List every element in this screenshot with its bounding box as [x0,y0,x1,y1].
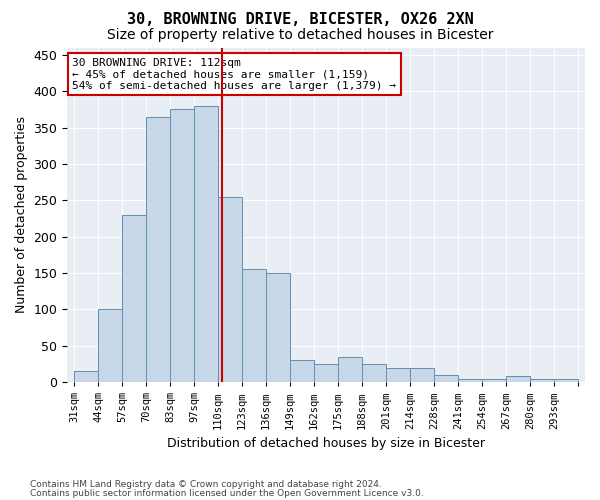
Bar [218,196,242,382]
Bar [434,375,458,382]
Bar [482,378,506,382]
Text: Contains HM Land Registry data © Crown copyright and database right 2024.: Contains HM Land Registry data © Crown c… [30,480,382,489]
Bar [554,378,578,382]
Bar [98,310,122,382]
Text: 30 BROWNING DRIVE: 112sqm
← 45% of detached houses are smaller (1,159)
54% of se: 30 BROWNING DRIVE: 112sqm ← 45% of detac… [73,58,397,90]
Bar [266,273,290,382]
Bar [170,110,194,382]
Bar [506,376,530,382]
Bar [362,364,386,382]
Bar [74,371,98,382]
Bar [530,378,554,382]
Bar [290,360,314,382]
Text: Contains public sector information licensed under the Open Government Licence v3: Contains public sector information licen… [30,488,424,498]
Bar [314,364,338,382]
Y-axis label: Number of detached properties: Number of detached properties [15,116,28,314]
Bar [242,270,266,382]
Bar [122,215,146,382]
Bar [410,368,434,382]
Bar [458,378,482,382]
Text: Size of property relative to detached houses in Bicester: Size of property relative to detached ho… [107,28,493,42]
Bar [146,116,170,382]
Bar [386,368,410,382]
Bar [194,106,218,382]
X-axis label: Distribution of detached houses by size in Bicester: Distribution of detached houses by size … [167,437,485,450]
Bar [338,356,362,382]
Text: 30, BROWNING DRIVE, BICESTER, OX26 2XN: 30, BROWNING DRIVE, BICESTER, OX26 2XN [127,12,473,28]
